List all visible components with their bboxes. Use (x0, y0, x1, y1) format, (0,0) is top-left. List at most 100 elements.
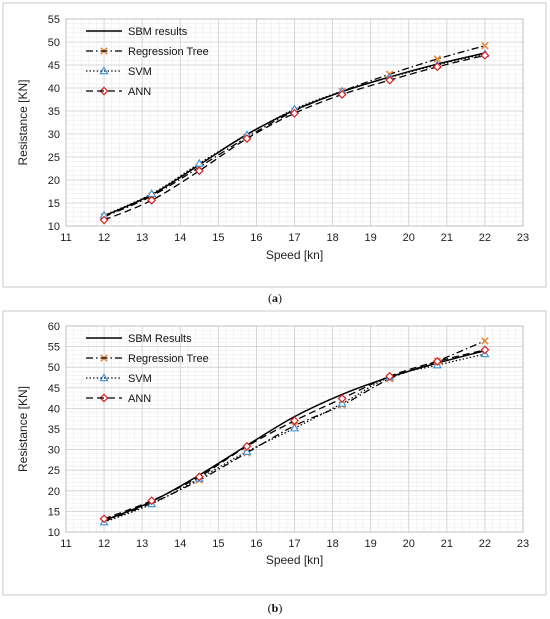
panel-b-x-tick-labels: 11 12 13 14 15 16 17 18 19 20 21 22 23 (60, 538, 529, 550)
x-tick-label: 18 (326, 538, 338, 550)
x-tick-label: 13 (136, 232, 148, 244)
panel-b-caption-open: ( (268, 601, 272, 615)
panel-a-legend-label-regression-tree: Regression Tree (128, 46, 209, 58)
data-point (99, 215, 109, 225)
y-tick-label: 45 (48, 383, 60, 395)
panel-a-y-tick-labels: 10 15 20 25 30 35 40 45 50 55 (48, 14, 60, 233)
panel-a-caption: (a) (268, 291, 282, 305)
panel-b-x-axis-label: Speed [kn] (266, 553, 323, 567)
data-point (194, 166, 204, 176)
y-tick-label: 10 (48, 221, 60, 233)
x-tick-label: 19 (365, 538, 377, 550)
panel-a-x-tick-labels: 11 12 13 14 15 16 17 18 19 20 21 22 23 (60, 232, 529, 244)
panel-b-series (99, 337, 490, 526)
panel-b-caption-letter: b (272, 601, 279, 615)
x-tick-label: 12 (98, 232, 110, 244)
data-point (481, 41, 489, 50)
x-tick-label: 19 (365, 232, 377, 244)
x-tick-label: 15 (212, 232, 224, 244)
data-point (481, 337, 489, 345)
data-point (242, 446, 252, 455)
data-point (337, 89, 347, 99)
data-point (480, 50, 490, 60)
y-tick-label: 35 (48, 106, 60, 118)
data-point (480, 345, 490, 355)
y-tick-label: 30 (48, 445, 60, 457)
panel-a-caption-close: ) (278, 291, 282, 305)
y-tick-label: 40 (48, 83, 60, 95)
data-point (194, 472, 204, 482)
series-line (103, 54, 486, 221)
data-point (289, 423, 300, 432)
series-3 (99, 345, 490, 524)
panel-a-axes-box (65, 18, 524, 227)
y-tick-label: 15 (48, 198, 60, 210)
data-point (290, 108, 299, 118)
x-tick-label: 11 (60, 538, 71, 550)
x-tick-label: 22 (479, 232, 491, 244)
panel-b-legend-label-sbm: SBM Results (128, 333, 192, 345)
data-point (337, 398, 347, 407)
panel-a-legend: SBM results Regression Tree SVM ANN (86, 26, 209, 98)
panel-b-legend-label-regression-tree: Regression Tree (128, 353, 209, 365)
panel-a-y-axis-label: Resistance [KN] (16, 79, 30, 165)
panel-b-legend-label-ann: ANN (128, 393, 151, 405)
y-tick-label: 35 (48, 424, 60, 436)
data-point (337, 394, 347, 403)
panel-a-caption-open: ( (268, 291, 272, 305)
y-tick-label: 55 (48, 14, 60, 26)
panel-b-legend-label-svm: SVM (128, 373, 152, 385)
y-tick-label: 50 (48, 362, 60, 374)
x-tick-label: 17 (288, 538, 300, 550)
data-point (99, 514, 109, 524)
x-tick-label: 15 (212, 538, 224, 550)
data-point (242, 134, 252, 144)
x-tick-label: 13 (136, 538, 148, 550)
y-tick-label: 20 (48, 486, 60, 498)
panel-a-legend-label-svm: SVM (128, 66, 152, 78)
panel-b-axes-box (65, 325, 524, 533)
data-point (242, 441, 252, 451)
y-tick-label: 30 (48, 129, 60, 141)
panel-b-y-tick-labels: 10 15 20 25 30 35 40 45 50 55 60 (48, 321, 60, 539)
panel-a: 10 15 20 25 30 35 40 45 50 55 11 12 13 14 15 16 17 18 19 2… (2, 2, 547, 288)
y-tick-label: 60 (48, 321, 60, 333)
panel-b-caption: (b) (268, 601, 283, 615)
y-tick-label: 15 (48, 506, 60, 518)
panel-b-caption-close: ) (278, 601, 282, 615)
series-3 (99, 50, 490, 225)
x-tick-label: 11 (60, 232, 71, 244)
data-point (432, 62, 442, 72)
data-point (432, 356, 442, 366)
data-point (194, 158, 204, 167)
data-point (147, 195, 157, 205)
x-tick-label: 20 (403, 538, 415, 550)
y-tick-label: 20 (48, 175, 60, 187)
y-tick-label: 10 (48, 527, 60, 539)
x-tick-label: 16 (250, 538, 262, 550)
y-tick-label: 25 (48, 465, 60, 477)
x-tick-label: 22 (479, 538, 491, 550)
panel-a-legend-label-ann: ANN (128, 86, 151, 98)
y-tick-label: 45 (48, 60, 60, 72)
y-tick-label: 50 (48, 37, 60, 49)
x-tick-label: 12 (98, 538, 110, 550)
x-tick-label: 14 (174, 232, 186, 244)
data-point (385, 371, 395, 381)
x-tick-label: 17 (288, 232, 300, 244)
data-point (433, 55, 442, 63)
panel-b-legend: SBM Results Regression Tree SVM ANN (86, 333, 209, 405)
series-line (103, 53, 486, 217)
x-tick-label: 23 (517, 538, 529, 550)
panel-b-y-axis-label: Resistance [KN] (16, 386, 30, 472)
x-tick-label: 21 (441, 232, 453, 244)
panel-a-legend-label-sbm: SBM results (128, 26, 188, 38)
panel-a-frame (2, 2, 547, 288)
panel-a-x-axis-label: Speed [kn] (266, 248, 323, 262)
x-tick-label: 14 (174, 538, 186, 550)
x-tick-label: 16 (250, 232, 262, 244)
y-tick-label: 55 (48, 342, 60, 354)
